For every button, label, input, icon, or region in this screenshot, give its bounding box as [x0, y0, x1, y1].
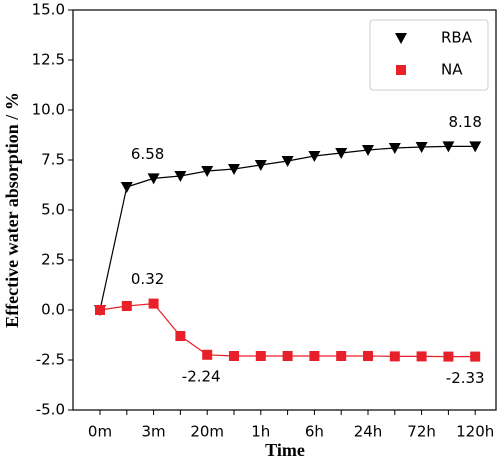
legend-label: RBA [441, 29, 473, 47]
legend-marker [395, 33, 407, 44]
y-tick-label: 10.0 [32, 101, 65, 119]
value-label: 6.58 [131, 145, 164, 163]
legend-marker [396, 65, 406, 75]
value-label: -2.24 [182, 367, 221, 385]
legend-box [369, 19, 489, 91]
data-point [228, 164, 240, 175]
data-point [281, 156, 294, 167]
x-tick-label: 6h [305, 423, 324, 441]
value-label: -2.33 [446, 369, 485, 387]
data-point [443, 351, 454, 362]
x-tick-label: 120h [456, 423, 494, 441]
y-tick-label: 15.0 [32, 1, 65, 19]
plot-frame [72, 9, 497, 411]
x-tick-label: 72h [407, 423, 436, 441]
data-point [175, 331, 186, 341]
data-point [389, 351, 400, 362]
data-point [469, 141, 482, 153]
x-axis-title: Time [265, 440, 305, 460]
x-tick-label: 0m [88, 423, 112, 441]
y-tick-label: 5.0 [41, 201, 65, 219]
y-tick-label: 12.5 [32, 51, 65, 69]
data-point [95, 305, 105, 315]
value-label: 8.18 [448, 113, 481, 131]
data-point [121, 301, 132, 311]
data-point [442, 141, 455, 153]
y-tick-label: 2.5 [41, 251, 65, 269]
data-point [147, 173, 160, 185]
data-point [415, 142, 428, 153]
series-line [99, 302, 476, 358]
x-tick-label: 1h [251, 423, 270, 441]
data-point [254, 160, 267, 171]
x-tick-label: 24h [354, 423, 383, 441]
data-point [201, 166, 214, 177]
data-point [362, 145, 374, 156]
data-point [120, 182, 133, 193]
data-point [470, 351, 481, 362]
data-point [335, 148, 348, 159]
x-tick-label: 20m [190, 423, 224, 441]
y-tick-label: -2.5 [36, 351, 65, 369]
data-point [363, 351, 373, 361]
data-point [148, 298, 159, 309]
data-point [309, 351, 320, 361]
data-point [229, 351, 239, 361]
data-point [416, 351, 427, 362]
data-point [336, 351, 347, 361]
data-point [255, 351, 266, 361]
data-point [282, 351, 293, 361]
data-point [388, 143, 401, 154]
legend-label: NA [441, 61, 463, 79]
data-point [202, 349, 213, 360]
y-axis-title: Effective water absorption / % [2, 92, 22, 328]
value-label: 0.32 [131, 270, 164, 288]
x-tick-label: 3m [142, 423, 166, 441]
y-tick-label: 7.5 [41, 151, 65, 169]
y-tick-label: -5.0 [36, 401, 65, 419]
data-point [174, 171, 187, 182]
y-tick-label: 0.0 [41, 301, 65, 319]
data-point [308, 151, 321, 162]
